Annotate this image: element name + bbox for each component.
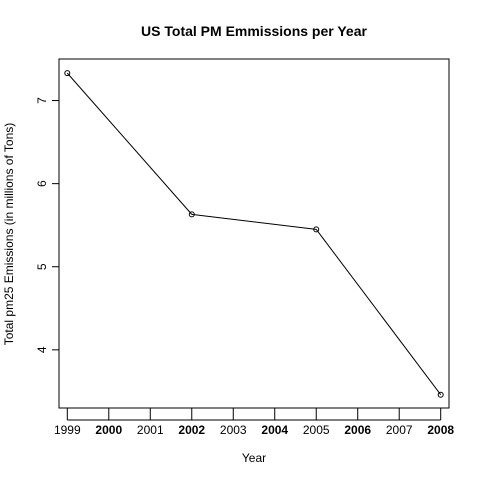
x-tick-label: 2002 [178, 423, 205, 437]
plot-frame [58, 58, 450, 409]
y-tick-label: 6 [35, 180, 49, 187]
y-tick-label: 4 [35, 346, 49, 353]
y-tick-label: 7 [35, 97, 49, 104]
series-group [64, 70, 444, 398]
y-axis: 4 5 6 7 [35, 97, 60, 353]
series-segment [315, 229, 442, 396]
series-segment [191, 213, 317, 230]
y-tick-label: 5 [35, 263, 49, 270]
y-axis-title: Total pm25 Emissions (in millions of Ton… [2, 123, 16, 346]
x-tick-label: 2001 [137, 423, 164, 437]
x-tick-label: 2003 [220, 423, 247, 437]
x-tick-label: 2004 [261, 423, 288, 437]
x-tick-label: 1999 [54, 423, 81, 437]
data-point [437, 391, 444, 398]
x-axis: 1999 2000 2001 2002 2003 2004 2005 2006 2007 2008 [54, 408, 454, 437]
data-point [64, 70, 71, 77]
x-tick-label: 2005 [303, 423, 330, 437]
chart-title: US Total PM Emmissions per Year [141, 23, 367, 39]
x-tick-label: 2008 [427, 423, 454, 437]
x-axis-title: Year [242, 451, 266, 465]
x-tick-label: 2007 [386, 423, 413, 437]
x-tick-label: 2006 [344, 423, 371, 437]
data-point [188, 211, 195, 218]
series-segment [66, 72, 193, 215]
data-point [313, 226, 320, 233]
x-tick-label: 2000 [95, 423, 122, 437]
